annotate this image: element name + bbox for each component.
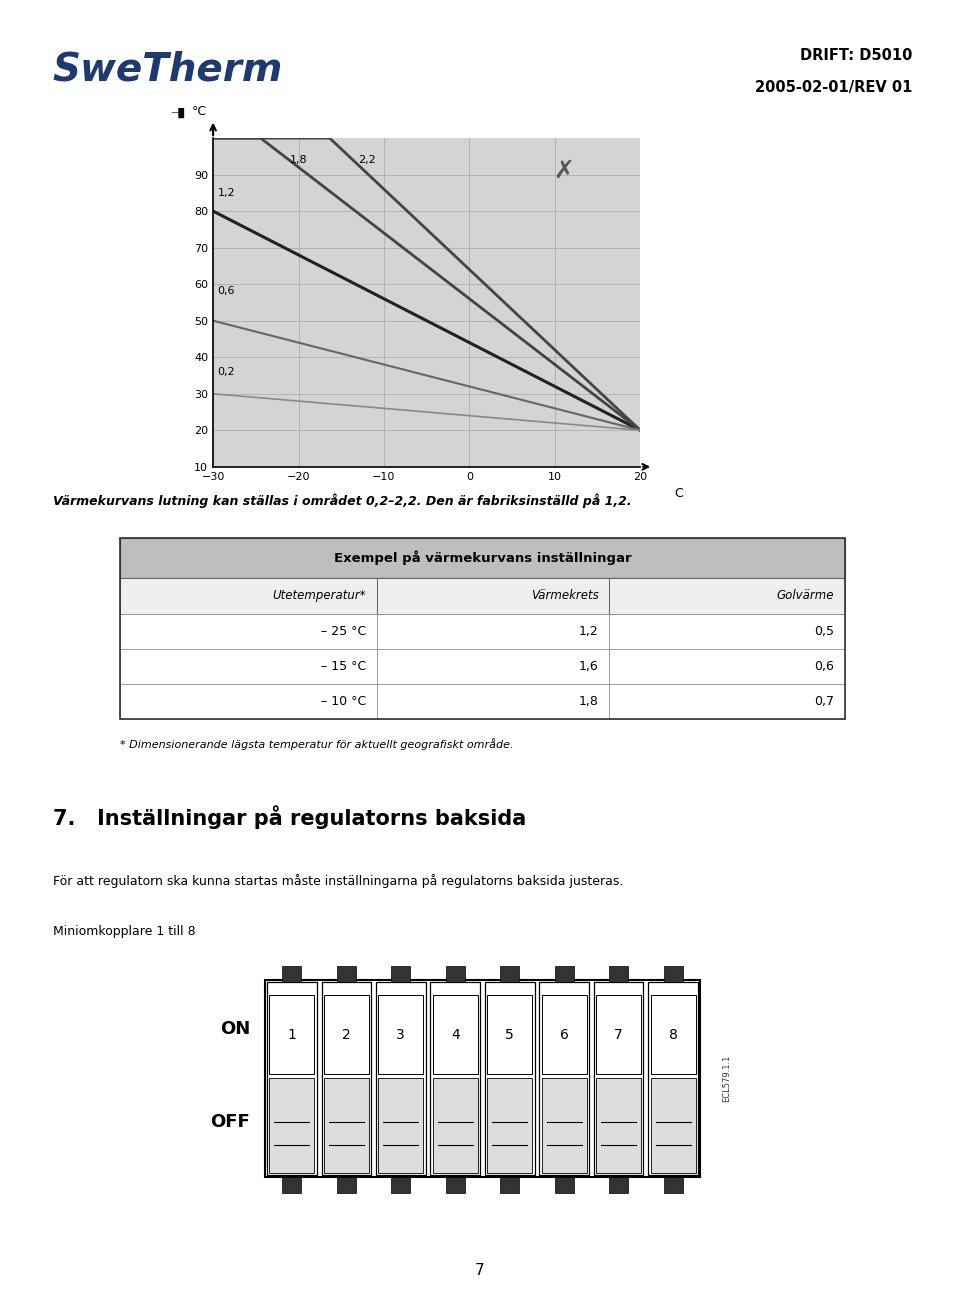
Bar [445,965,465,981]
Bar [610,650,845,684]
Text: 7: 7 [614,1028,623,1041]
Text: 0,7: 0,7 [814,696,834,709]
Text: 0,5: 0,5 [814,625,834,638]
Bar [610,684,845,719]
Text: Golvärme: Golvärme [777,589,834,602]
Bar [594,981,643,1176]
Bar [265,980,701,1177]
Text: 2,2: 2,2 [358,155,376,164]
Bar [500,1177,519,1193]
Bar [120,650,377,684]
Bar [322,981,372,1176]
Text: 1,2: 1,2 [217,188,235,197]
Bar [555,965,574,981]
Bar [120,538,845,577]
Text: 1,6: 1,6 [579,660,598,673]
Text: ON: ON [220,1020,251,1038]
Bar [270,1078,314,1173]
Text: 2005-02-01/REV 01: 2005-02-01/REV 01 [755,80,912,95]
Bar [392,965,410,981]
Text: Utetemperatur*: Utetemperatur* [273,589,367,602]
Bar [663,1177,683,1193]
Bar [651,995,696,1074]
Bar [378,995,423,1074]
Text: 0,6: 0,6 [217,287,235,296]
Bar [596,995,641,1074]
Text: 7: 7 [475,1262,485,1278]
Text: 1: 1 [287,1028,297,1041]
Bar [445,1177,465,1193]
Text: C: C [675,487,684,500]
Text: OFF: OFF [210,1112,251,1131]
Bar [500,965,519,981]
Text: 7.   Inställningar på regulatorns baksida: 7. Inställningar på regulatorns baksida [53,805,526,828]
Text: – 25 °C: – 25 °C [322,625,367,638]
Bar [377,577,610,614]
Text: – 15 °C: – 15 °C [322,660,367,673]
Bar [120,684,377,719]
Bar [378,1078,423,1173]
Text: ECL579.1.1: ECL579.1.1 [722,1055,732,1102]
Text: Värmekrets: Värmekrets [531,589,598,602]
Bar [120,577,377,614]
Text: För att regulatorn ska kunna startas måste inställningarna på regulatorns baksid: För att regulatorn ska kunna startas mås… [53,874,623,888]
Text: Exempel på värmekurvans inställningar: Exempel på värmekurvans inställningar [333,551,632,565]
Text: 6: 6 [560,1028,568,1041]
Text: 0,2: 0,2 [217,367,235,377]
Bar [540,981,589,1176]
Bar [610,965,628,981]
Bar [377,614,610,650]
Bar [488,1078,532,1173]
Text: 1,2: 1,2 [579,625,598,638]
Bar [610,577,845,614]
Text: 3: 3 [396,1028,405,1041]
Bar [596,1078,641,1173]
Text: 1,8: 1,8 [290,155,307,164]
Text: * Dimensionerande lägsta temperatur för aktuellt geografiskt område.: * Dimensionerande lägsta temperatur för … [120,738,514,751]
Bar [282,965,301,981]
Bar [433,995,478,1074]
Bar [610,1177,628,1193]
Bar [651,1078,696,1173]
Text: ✗: ✗ [553,159,574,183]
Text: 8: 8 [669,1028,678,1041]
Bar [648,981,698,1176]
Text: – 10 °C: – 10 °C [322,696,367,709]
Bar [120,614,377,650]
Text: DRIFT: D5010: DRIFT: D5010 [800,49,912,63]
Bar [377,650,610,684]
Bar [433,1078,478,1173]
Bar [430,981,480,1176]
Bar [610,614,845,650]
Bar [555,1177,574,1193]
Bar [663,965,683,981]
Text: Miniomkopplare 1 till 8: Miniomkopplare 1 till 8 [53,924,196,938]
Bar [324,1078,369,1173]
Bar [324,995,369,1074]
Text: Värmekurvans lutning kan ställas i området 0,2–2,2. Den är fabriksinställd på 1,: Värmekurvans lutning kan ställas i områd… [53,493,632,509]
Text: 4: 4 [451,1028,460,1041]
Text: SweTherm: SweTherm [53,51,283,88]
Text: ⊣▊: ⊣▊ [171,108,186,118]
Bar [282,1177,301,1193]
Text: 5: 5 [505,1028,515,1041]
Bar [541,1078,587,1173]
Text: 0,6: 0,6 [814,660,834,673]
Bar [485,981,535,1176]
Bar [270,995,314,1074]
Bar [488,995,532,1074]
Text: 1,8: 1,8 [579,696,598,709]
Text: °C: °C [192,105,207,118]
Text: 2: 2 [342,1028,350,1041]
Bar [541,995,587,1074]
Bar [377,684,610,719]
Bar [392,1177,410,1193]
Bar [267,981,317,1176]
Bar [376,981,425,1176]
Bar [337,965,356,981]
Bar [337,1177,356,1193]
